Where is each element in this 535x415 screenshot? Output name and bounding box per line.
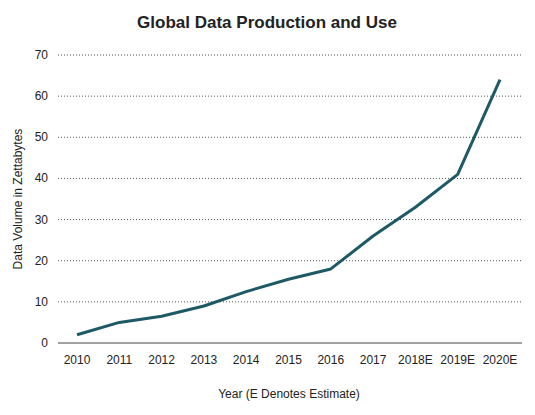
- grid-line: [58, 219, 522, 220]
- x-tick-label: 2014: [233, 353, 260, 367]
- x-tick-label: 2018E: [398, 353, 433, 367]
- grid-line: [58, 96, 522, 97]
- y-tick-label: 40: [35, 171, 49, 185]
- y-tick-label: 20: [35, 254, 49, 268]
- x-tick-label: 2010: [64, 353, 91, 367]
- x-tick-label: 2012: [148, 353, 175, 367]
- x-tick-label: 2020E: [483, 353, 518, 367]
- grid-line: [58, 301, 522, 302]
- y-tick-label: 10: [35, 295, 49, 309]
- x-axis-title: Year (E Denotes Estimate): [218, 387, 360, 401]
- x-tick-label: 2017: [360, 353, 387, 367]
- y-tick-label: 60: [35, 89, 49, 103]
- y-tick-label: 70: [35, 48, 49, 62]
- grid-line: [58, 55, 522, 56]
- x-tick-label: 2015: [275, 353, 302, 367]
- chart: Global Data Production and Use 0 10 20 30 40 5…: [0, 0, 535, 415]
- x-axis-line: [58, 343, 522, 344]
- x-tick-label: 2011: [106, 353, 132, 367]
- grid-line: [58, 137, 522, 138]
- y-tick-label: 30: [35, 213, 49, 227]
- grid-line: [58, 260, 522, 261]
- x-tick-label: 2013: [191, 353, 218, 367]
- data-line: [77, 80, 500, 335]
- x-tick-label: 2016: [317, 353, 344, 367]
- plot-area: [77, 80, 500, 335]
- y-tick-label: 50: [35, 130, 49, 144]
- y-axis-title: Data Volume in Zettabytes: [11, 129, 25, 270]
- y-tick-label: 0: [41, 336, 48, 350]
- title: Global Data Production and Use: [137, 13, 397, 32]
- x-tick-label: 2019E: [440, 353, 475, 367]
